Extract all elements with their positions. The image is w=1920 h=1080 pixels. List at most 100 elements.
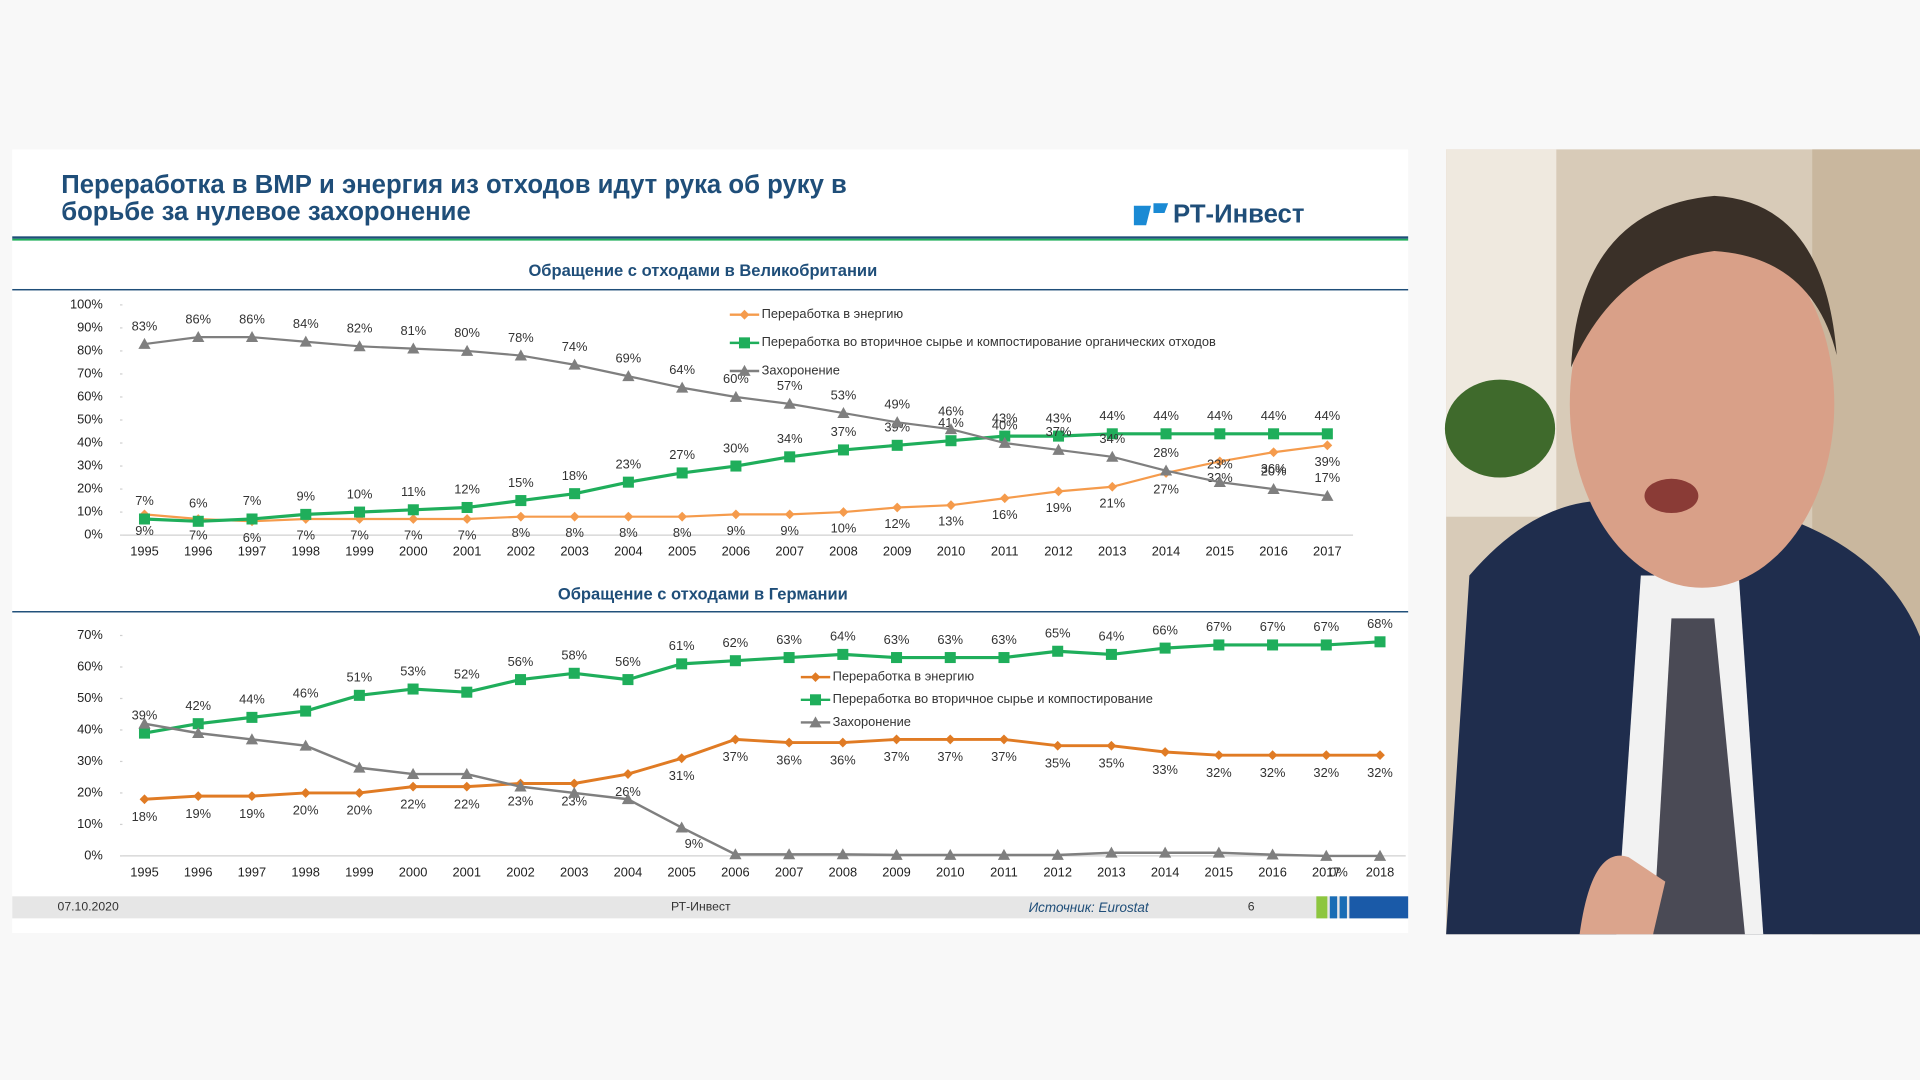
data-label: 20% bbox=[1261, 463, 1287, 478]
data-label: 32% bbox=[1260, 765, 1286, 780]
y-tick-label: 90% bbox=[77, 319, 103, 334]
data-label: 20% bbox=[347, 803, 373, 818]
data-label: 64% bbox=[669, 362, 695, 377]
marker bbox=[138, 513, 150, 525]
marker bbox=[891, 652, 903, 664]
marker bbox=[997, 848, 1011, 860]
x-tick-label: 1999 bbox=[345, 544, 374, 559]
y-tick-label: 30% bbox=[77, 753, 103, 768]
data-label: 68% bbox=[1367, 616, 1393, 631]
x-tick-label: 2005 bbox=[668, 544, 697, 559]
marker bbox=[1053, 430, 1065, 442]
marker bbox=[1320, 849, 1333, 861]
x-tick-label: 1995 bbox=[130, 544, 159, 559]
data-label: 78% bbox=[508, 330, 534, 345]
marker bbox=[569, 778, 580, 789]
footer-bar bbox=[12, 896, 1409, 919]
data-label: 32% bbox=[1367, 765, 1393, 780]
x-tick-label: 2016 bbox=[1259, 544, 1288, 559]
data-label: 6% bbox=[243, 530, 262, 545]
data-label: 8% bbox=[619, 525, 638, 540]
marker bbox=[998, 652, 1010, 664]
data-label: 67% bbox=[1206, 619, 1232, 634]
y-tick-label: 70% bbox=[77, 627, 103, 642]
x-tick-label: 1999 bbox=[345, 864, 374, 879]
marker bbox=[738, 337, 750, 349]
x-tick-label: 2011 bbox=[990, 864, 1018, 879]
data-label: 9% bbox=[780, 523, 799, 538]
marker bbox=[676, 658, 688, 670]
marker bbox=[676, 381, 689, 393]
data-label: 7% bbox=[296, 528, 315, 543]
data-label: 8% bbox=[565, 525, 584, 540]
data-label: 37% bbox=[831, 424, 857, 439]
y-tick-label: 10% bbox=[77, 816, 103, 831]
plant bbox=[1444, 379, 1556, 478]
marker bbox=[1160, 747, 1171, 757]
marker bbox=[838, 507, 849, 517]
marker bbox=[1213, 639, 1225, 651]
marker bbox=[515, 495, 527, 507]
x-tick-label: 2014 bbox=[1151, 864, 1180, 879]
marker bbox=[738, 364, 751, 376]
marker bbox=[676, 467, 688, 479]
data-label: 21% bbox=[1099, 495, 1125, 510]
x-tick-label: 2000 bbox=[399, 864, 428, 879]
hand bbox=[1579, 855, 1666, 935]
marker bbox=[1321, 750, 1332, 761]
data-label: 26% bbox=[615, 784, 641, 799]
chart-title: Обращение с отходами в Германии bbox=[558, 584, 848, 603]
data-label: 28% bbox=[1153, 445, 1179, 460]
marker bbox=[621, 793, 635, 805]
data-label: 6% bbox=[189, 496, 208, 511]
marker bbox=[623, 769, 633, 779]
x-tick-label: 2001 bbox=[453, 544, 482, 559]
chart-title: Обращение с отходами в Великобритании bbox=[528, 261, 877, 280]
y-tick-label: 40% bbox=[77, 434, 103, 449]
data-label: 36% bbox=[830, 752, 856, 767]
marker bbox=[353, 761, 366, 773]
x-tick-label: 2013 bbox=[1098, 544, 1127, 559]
data-label: 7% bbox=[189, 528, 208, 543]
marker bbox=[192, 515, 204, 527]
marker bbox=[1266, 848, 1279, 860]
marker bbox=[1268, 447, 1279, 458]
chart-rule bbox=[12, 611, 1409, 613]
data-label: 67% bbox=[1260, 619, 1286, 634]
marker bbox=[1213, 750, 1224, 761]
x-tick-label: 2013 bbox=[1097, 864, 1126, 879]
y-tick-label: 40% bbox=[77, 721, 103, 736]
data-label: 57% bbox=[777, 378, 803, 393]
marker bbox=[783, 652, 795, 664]
x-tick-label: 1997 bbox=[238, 544, 267, 559]
x-tick-label: 2012 bbox=[1043, 864, 1072, 879]
data-label: 56% bbox=[508, 654, 534, 669]
data-label: 8% bbox=[673, 525, 692, 540]
footer-source: Источник: Eurostat bbox=[1029, 900, 1150, 915]
marker bbox=[622, 674, 634, 686]
marker bbox=[998, 436, 1011, 448]
marker bbox=[138, 337, 151, 349]
data-label: 23% bbox=[1207, 456, 1233, 471]
marker bbox=[192, 718, 204, 730]
data-label: 22% bbox=[454, 796, 480, 811]
data-label: 27% bbox=[669, 447, 695, 462]
marker bbox=[1268, 428, 1280, 440]
data-label: 32% bbox=[1206, 765, 1232, 780]
marker bbox=[945, 435, 957, 447]
y-tick-label: 60% bbox=[77, 388, 103, 403]
marker bbox=[1105, 846, 1118, 858]
data-label: 7% bbox=[243, 493, 262, 508]
x-tick-label: 2012 bbox=[1044, 544, 1073, 559]
marker bbox=[569, 488, 581, 500]
x-tick-label: 2015 bbox=[1206, 544, 1235, 559]
y-tick-label: 0% bbox=[84, 847, 103, 862]
marker bbox=[946, 500, 956, 511]
logo: РТ-Инвест bbox=[1173, 200, 1304, 228]
legend-swatch bbox=[739, 309, 750, 320]
data-label: 0% bbox=[1329, 864, 1348, 879]
x-tick-label: 2016 bbox=[1258, 864, 1287, 879]
x-tick-label: 2005 bbox=[667, 864, 696, 879]
data-label: 7% bbox=[135, 493, 154, 508]
y-tick-label: 60% bbox=[77, 658, 103, 673]
